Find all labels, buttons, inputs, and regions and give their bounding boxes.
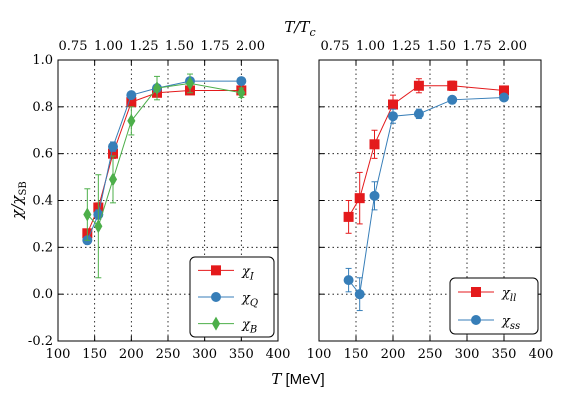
data-point <box>369 190 380 201</box>
legend: χll χss <box>449 277 539 335</box>
data-point <box>413 108 424 119</box>
top-tick-label: 2.00 <box>498 39 527 54</box>
data-point <box>237 85 246 100</box>
x-tick-label: 350 <box>229 347 254 362</box>
legend-marker <box>471 315 481 325</box>
x-tick-label: 150 <box>82 347 107 362</box>
x-tick-label: 400 <box>266 347 291 362</box>
legend-label: χI <box>241 264 255 282</box>
y-tick-label: -0.2 <box>28 334 53 349</box>
data-point <box>447 94 458 105</box>
data-point <box>83 207 92 222</box>
right-panel: 100 150 200 250 300 350 400 0.75 1.00 1.25 1.50 1.7… <box>307 39 554 362</box>
legend-label: χss <box>501 314 520 332</box>
series-0 <box>343 78 509 234</box>
top-tick-label: 1.75 <box>463 39 492 54</box>
y-tick-label: 0.8 <box>32 100 53 115</box>
x-tick-label: 300 <box>455 347 480 362</box>
top-tick-label: 1.50 <box>427 39 456 54</box>
top-tick-label: 2.00 <box>236 39 265 54</box>
series-1 <box>343 92 509 312</box>
top-tick-label: 1.25 <box>130 39 159 54</box>
x-tick-label: 100 <box>307 347 332 362</box>
y-tick-label: 0.6 <box>32 147 53 162</box>
data-point <box>388 99 398 110</box>
data-point <box>369 139 380 150</box>
data-point <box>236 76 247 87</box>
data-point <box>152 81 162 96</box>
y-tick-label: 0.2 <box>32 240 53 255</box>
legend-marker <box>211 292 221 302</box>
top-tick-label: 1.00 <box>94 39 123 54</box>
data-point <box>126 90 137 101</box>
data-point <box>499 92 509 103</box>
x-tick-label: 400 <box>529 347 554 362</box>
series-0 <box>82 85 247 239</box>
series-1 <box>82 76 247 246</box>
left-panel: 100 150 200 250 300 350 400 0.75 1.00 1.25 1.50 1.7… <box>28 39 290 362</box>
x-tick-label: 100 <box>46 347 71 362</box>
top-tick-label: 1.50 <box>165 39 194 54</box>
y-tick-label: 0.4 <box>32 194 53 209</box>
data-point <box>127 113 136 128</box>
data-point <box>447 80 458 91</box>
top-tick-label: 1.00 <box>356 39 385 54</box>
top-axis-label: T/Tc <box>284 18 315 39</box>
data-point <box>94 219 103 234</box>
series-line <box>86 89 242 234</box>
legend-label: χQ <box>241 291 258 309</box>
legend-label: χB <box>241 318 257 336</box>
data-point <box>354 193 365 204</box>
x-tick-label: 200 <box>119 347 144 362</box>
legend-marker <box>211 316 221 331</box>
x-axis-label: T [MeV] <box>271 370 324 388</box>
data-point <box>343 275 354 286</box>
data-point <box>354 289 365 300</box>
legend-marker <box>471 287 481 297</box>
legend-box <box>449 277 539 335</box>
data-point <box>388 111 398 122</box>
top-tick-label: 0.75 <box>59 39 88 54</box>
data-point <box>108 172 118 187</box>
data-point <box>185 76 195 91</box>
x-tick-label: 300 <box>192 347 217 362</box>
x-tick-label: 150 <box>344 347 369 362</box>
top-tick-label: 1.25 <box>392 39 421 54</box>
series-line <box>86 80 242 241</box>
x-tick-label: 200 <box>381 347 406 362</box>
y-tick-label: 0.0 <box>32 287 53 302</box>
top-tick-label: 1.75 <box>201 39 230 54</box>
y-axis-label: χ/χSB <box>8 181 29 219</box>
legend: χI χQ χB <box>189 256 275 338</box>
series-2 <box>83 73 246 279</box>
data-point <box>343 211 354 222</box>
legend-marker <box>211 265 221 276</box>
x-tick-label: 350 <box>492 347 517 362</box>
x-tick-label: 250 <box>418 347 443 362</box>
data-point <box>413 80 424 91</box>
x-tick-label: 250 <box>156 347 181 362</box>
y-tick-label: 1.0 <box>32 53 53 68</box>
top-tick-label: 0.75 <box>321 39 350 54</box>
data-point <box>108 141 118 152</box>
legend-label: χll <box>501 286 516 304</box>
